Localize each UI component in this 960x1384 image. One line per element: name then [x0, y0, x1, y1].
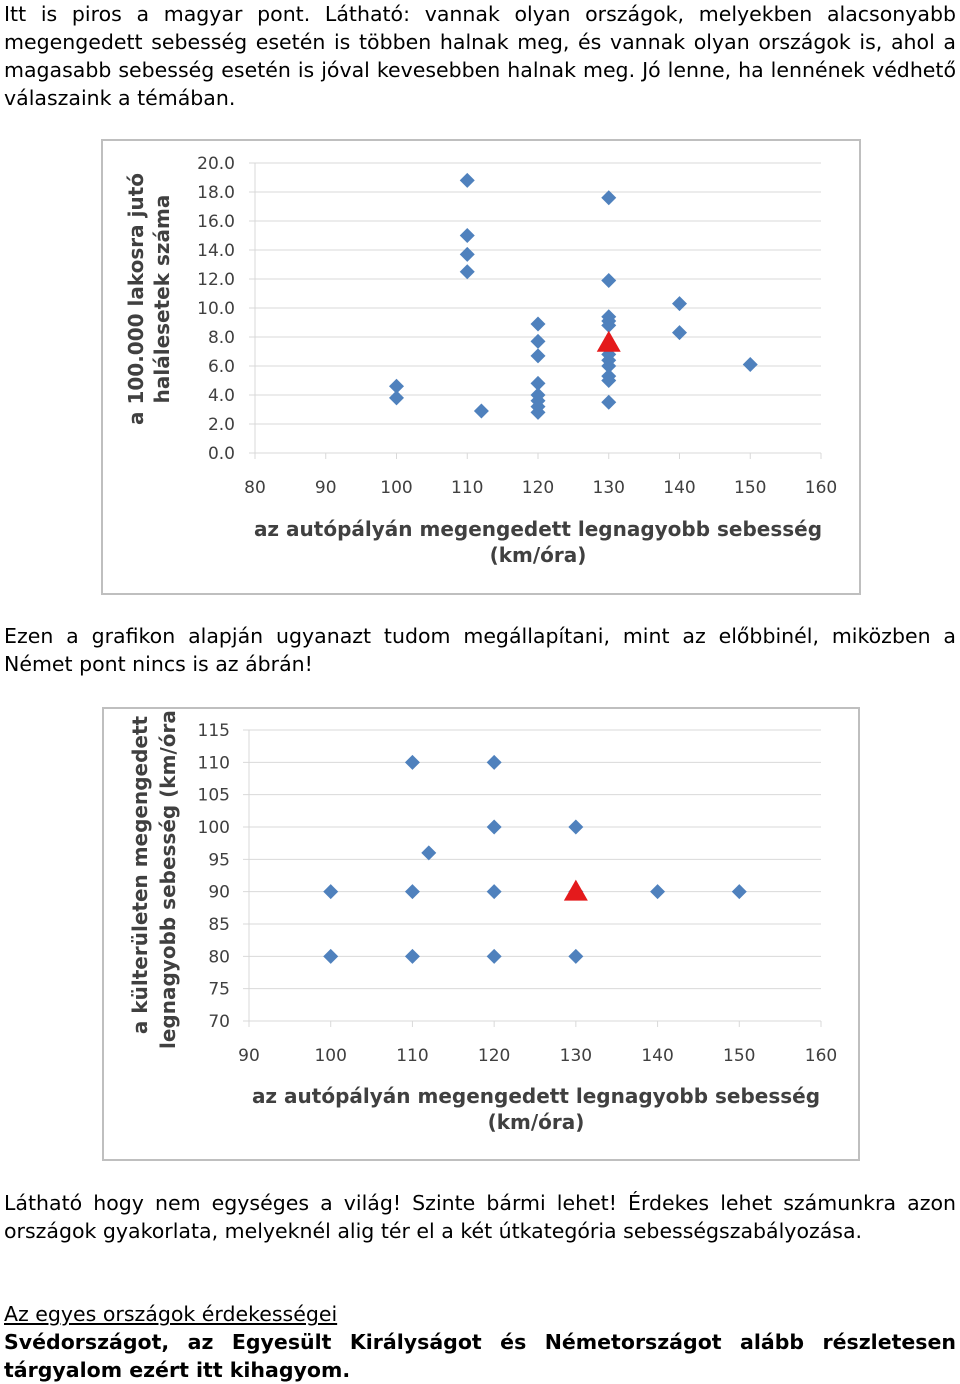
chart-rural-vs-motorway-speed: 70 75 80 85 90 95 100 105 110 115 90 100 110 120 130 14… [102, 707, 860, 1161]
x-tick-label: 110 [451, 478, 483, 498]
data-point [568, 819, 584, 835]
x-tick-label: 140 [641, 1046, 673, 1066]
y-tick-label: 100 [198, 818, 230, 838]
x-tick-label: 120 [478, 1046, 510, 1066]
chart-deaths-vs-speed: 0.0 2.0 4.0 6.0 8.0 10.0 12.0 14.0 16.0 18.0 20.0 8… [101, 139, 861, 595]
data-point [530, 316, 546, 332]
x-tick-label: 90 [315, 478, 337, 498]
data-point [486, 884, 502, 900]
data-point [601, 373, 617, 388]
highlight-point [596, 330, 621, 352]
data-point [486, 754, 502, 770]
data-point [530, 333, 546, 349]
bold-paragraph: Svédországot, az Egyesült Királyságot és… [4, 1330, 956, 1382]
data-point [530, 348, 546, 364]
x-axis-title: (km/óra) [490, 543, 587, 567]
data-point [742, 357, 758, 373]
x-tick-label: 80 [244, 478, 266, 498]
data-point [459, 228, 475, 243]
data-point [459, 172, 475, 188]
third-paragraph: Látható hogy nem egységes a világ! Szint… [4, 1191, 956, 1243]
y-tick-label: 105 [198, 786, 230, 806]
y-tick-label: 12.0 [197, 270, 235, 290]
x-axis-title: az autópályán megengedett legnagyobb seb… [252, 1084, 820, 1108]
data-point [473, 403, 489, 419]
y-axis-title: a 100.000 lakosra jutó [124, 173, 148, 425]
data-point [601, 358, 617, 374]
intro-paragraph: Itt is piros a magyar pont. Látható: van… [4, 2, 956, 110]
x-tick-label: 110 [396, 1046, 428, 1066]
data-point [486, 819, 502, 835]
y-axis-title: halálesetek száma [150, 195, 174, 404]
x-tick-label: 150 [734, 478, 766, 498]
y-tick-label: 75 [208, 980, 230, 1000]
x-tick-label: 100 [314, 1046, 346, 1066]
data-point [404, 948, 420, 964]
y-tick-label: 110 [198, 753, 230, 773]
x-axis-title: az autópályán megengedett legnagyobb seb… [254, 517, 822, 541]
y-tick-label: 90 [208, 883, 230, 903]
y-tick-label: 0.0 [208, 444, 235, 464]
data-point [323, 948, 339, 964]
x-tick-label: 100 [380, 478, 412, 498]
data-point [404, 754, 420, 770]
x-tick-label: 90 [238, 1046, 260, 1066]
y-tick-label: 95 [208, 850, 230, 870]
data-point [389, 390, 404, 406]
y-tick-label: 70 [208, 1012, 230, 1032]
data-point [459, 246, 475, 262]
y-tick-label: 115 [198, 721, 230, 741]
x-axis-title: (km/óra) [488, 1110, 585, 1134]
y-tick-label: 16.0 [197, 212, 235, 232]
data-point [530, 375, 546, 391]
x-tick-label: 140 [663, 478, 695, 498]
data-point [601, 394, 617, 410]
y-axis-title: legnagyobb sebesség (km/óra) [156, 709, 180, 1049]
data-point [389, 378, 404, 394]
highlight-point [563, 879, 588, 901]
data-point [672, 325, 687, 341]
second-paragraph: Ezen a grafikon alapján ugyanazt tudom m… [4, 624, 956, 676]
y-axis-title: a külterületen megengedett [128, 715, 152, 1034]
x-tick-label: 160 [805, 478, 837, 498]
y-tick-label: 4.0 [208, 386, 235, 406]
x-tick-label: 160 [805, 1046, 837, 1066]
data-point [404, 884, 420, 900]
x-tick-label: 130 [560, 1046, 592, 1066]
x-tick-label: 120 [522, 478, 554, 498]
data-point [486, 948, 502, 964]
section-heading: Az egyes országok érdekességei [4, 1302, 338, 1326]
y-tick-label: 6.0 [208, 357, 235, 377]
data-point [601, 272, 617, 288]
data-point [672, 296, 687, 312]
data-point [459, 264, 475, 280]
data-point [731, 884, 747, 900]
y-tick-label: 8.0 [208, 328, 235, 348]
data-point [601, 317, 617, 333]
y-tick-label: 14.0 [197, 241, 235, 261]
scatter-plot-1: 0.0 2.0 4.0 6.0 8.0 10.0 12.0 14.0 16.0 18.0 20.0 8… [124, 154, 837, 567]
y-tick-label: 85 [208, 915, 230, 935]
scatter-plot-2: 70 75 80 85 90 95 100 105 110 115 90 100 110 120 130 14… [128, 709, 837, 1134]
data-point [421, 845, 437, 861]
y-tick-label: 80 [208, 947, 230, 967]
data-point [323, 884, 339, 900]
data-point [568, 948, 584, 964]
data-point [601, 190, 617, 206]
x-tick-label: 150 [723, 1046, 755, 1066]
y-tick-label: 2.0 [208, 415, 235, 435]
x-tick-label: 130 [593, 478, 625, 498]
data-point [650, 884, 666, 900]
y-tick-label: 20.0 [197, 154, 235, 174]
y-tick-label: 18.0 [197, 183, 235, 203]
data-point [530, 404, 546, 420]
y-tick-label: 10.0 [197, 299, 235, 319]
